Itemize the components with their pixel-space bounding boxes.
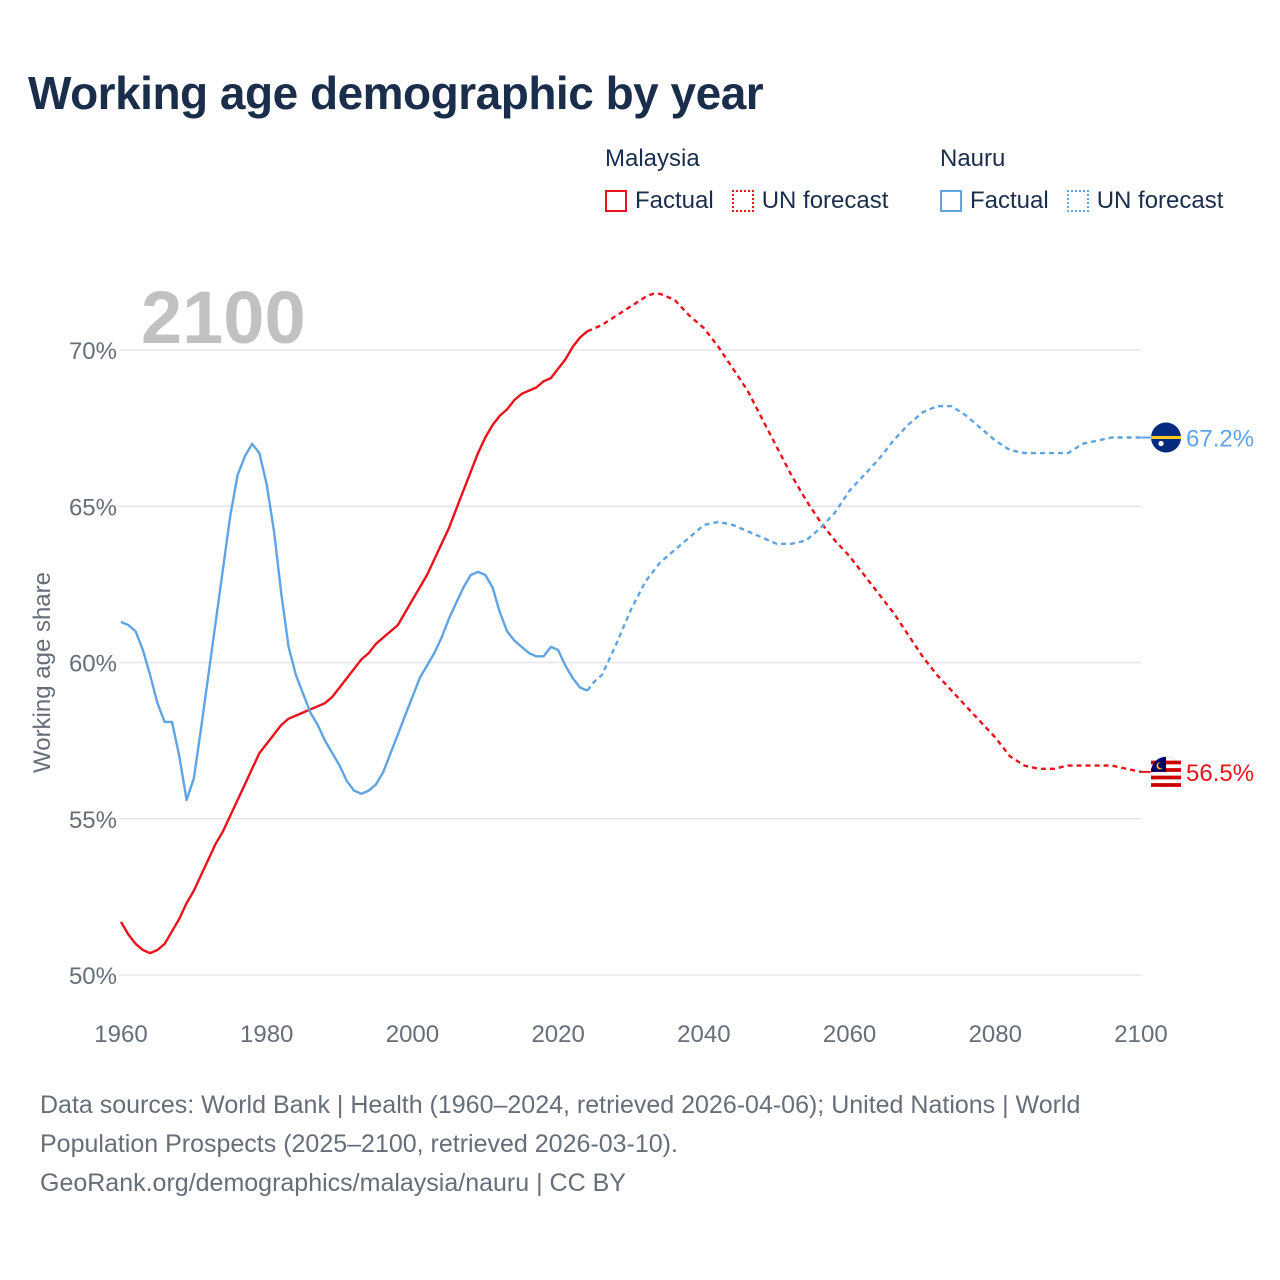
source-line-3[interactable]: GeoRank.org/demographics/malaysia/nauru … (40, 1169, 626, 1197)
legend-nauru[interactable]: Nauru Factual UN forecast (940, 145, 1223, 215)
legend-malaysia-forecast-label: UN forecast (761, 187, 889, 214)
legend-country-malaysia: Malaysia (605, 145, 700, 172)
x-tick-label: 1980 (240, 1021, 293, 1048)
series-malaysia-factual-line (119, 330, 589, 955)
legend-nauru-forecast-label: UN forecast (1096, 187, 1224, 214)
flag-crescent-cut (1158, 762, 1165, 769)
legend-nauru-forecast[interactable]: UN forecast (1066, 187, 1224, 215)
swatch-nauru-forecast (1066, 190, 1089, 212)
flag-stripe (1151, 436, 1181, 439)
end-value-label-malaysia: 56.5% (1186, 760, 1254, 787)
x-tick-label: 2080 (969, 1021, 1022, 1048)
x-tick-label: 1960 (94, 1021, 147, 1048)
x-tick-label: 2100 (1114, 1021, 1167, 1048)
x-tick-label: 2000 (386, 1021, 439, 1048)
legend-nauru-factual-label: Factual (970, 187, 1049, 214)
source-line-2: Population Prospects (2025–2100, retriev… (40, 1130, 678, 1158)
swatch-malaysia-forecast (731, 190, 754, 212)
end-value-label-nauru: 67.2% (1186, 426, 1254, 453)
y-tick-label: 70% (69, 338, 117, 365)
y-axis-label: Working age share (29, 572, 56, 773)
line-chart: 50% 55% 60% 65% 70% 1960 1980 2000 2020 2040 2060 2… (29, 276, 1254, 1048)
legend-country-nauru: Nauru (940, 145, 1006, 172)
source-note: Data sources: World Bank | Health (1960–… (40, 1086, 1220, 1203)
swatch-nauru-factual (940, 190, 962, 212)
legend-malaysia-factual[interactable]: Factual (605, 187, 714, 215)
year-watermark: 2100 (141, 276, 306, 359)
y-tick-label: 55% (69, 807, 117, 834)
y-tick-label: 65% (69, 494, 117, 521)
series-nauru-forecast-line (586, 405, 1141, 692)
page-title: Working age demographic by year (28, 67, 764, 119)
y-tick-label: 60% (69, 651, 117, 678)
source-line-1: Data sources: World Bank | Health (1960–… (40, 1091, 1081, 1119)
flag-stripe (1151, 783, 1181, 787)
series-malaysia-forecast-line (586, 292, 1142, 774)
flag-star (1158, 440, 1164, 447)
swatch-malaysia-factual (605, 190, 627, 212)
legend-malaysia-forecast[interactable]: UN forecast (731, 187, 889, 215)
flag-stripe (1151, 775, 1181, 780)
y-tick-label: 50% (69, 963, 117, 990)
x-tick-label: 2020 (531, 1021, 584, 1048)
legend-malaysia[interactable]: Malaysia Factual UN forecast (605, 145, 906, 215)
x-tick-label: 2060 (823, 1021, 876, 1048)
x-tick-label: 2040 (677, 1021, 730, 1048)
series-nauru-factual-line (120, 442, 588, 802)
legend-malaysia-factual-label: Factual (635, 187, 714, 214)
legend-nauru-factual[interactable]: Factual (940, 187, 1049, 215)
